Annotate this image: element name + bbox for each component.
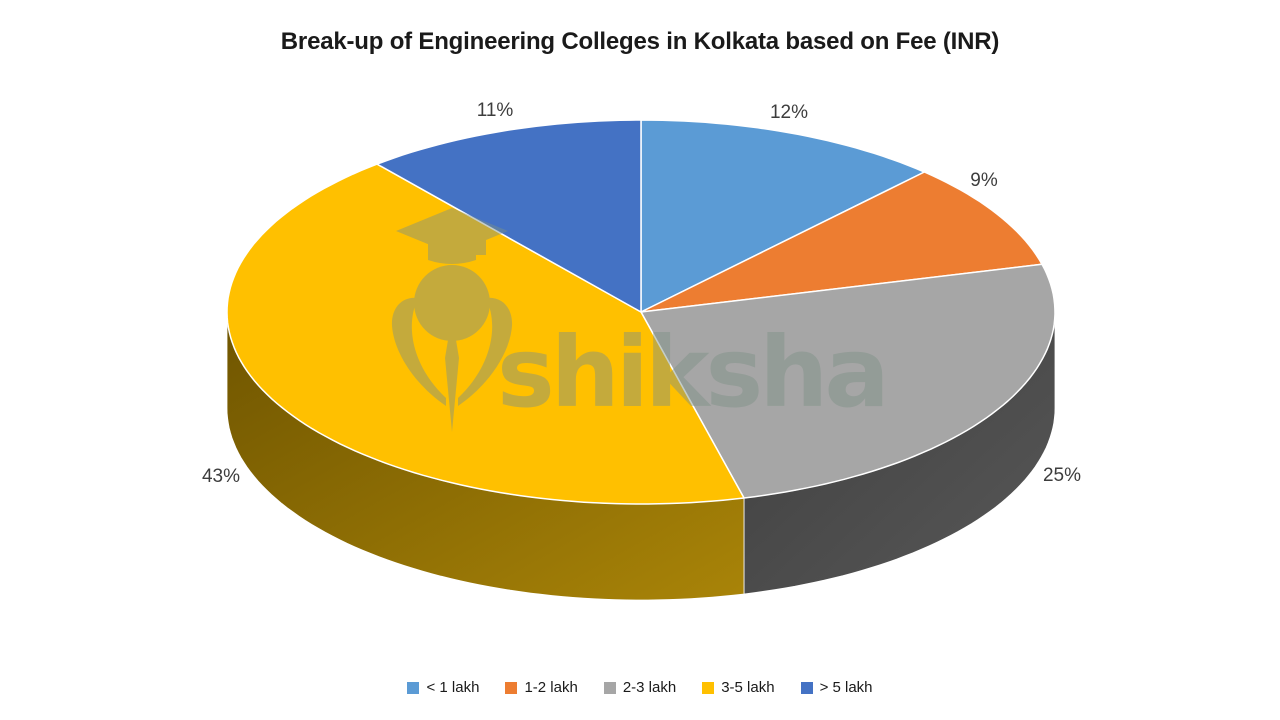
legend-marker-icon bbox=[505, 681, 518, 694]
legend-item-0: < 1 lakh bbox=[407, 679, 479, 696]
slice-label-0: 12% bbox=[769, 102, 809, 123]
pen-head-circle bbox=[414, 265, 490, 341]
pie-slice-1 bbox=[640, 171, 1043, 313]
graduation-cap-icon bbox=[396, 208, 508, 254]
pie-slice-3 bbox=[226, 163, 745, 505]
legend-label: 1-2 lakh bbox=[524, 679, 578, 696]
pie-slice-0 bbox=[640, 119, 926, 313]
pie-slice-4 bbox=[376, 119, 642, 313]
slice-label-2: 25% bbox=[1042, 465, 1082, 486]
shiksha-watermark: shiksha bbox=[391, 208, 890, 432]
legend-marker-icon bbox=[800, 681, 813, 694]
legend-marker-icon bbox=[603, 681, 616, 694]
watermark-brand-text: shiksha bbox=[497, 316, 886, 429]
pie-slices bbox=[226, 119, 1056, 601]
pen-nib-stem bbox=[445, 316, 459, 432]
chart-title: Break-up of Engineering Colleges in Kolk… bbox=[280, 28, 1000, 55]
graduation-cap-tassel bbox=[470, 238, 486, 255]
legend-marker-icon bbox=[702, 681, 715, 694]
slice-label-1: 9% bbox=[970, 170, 998, 191]
pie-slice-2 bbox=[640, 263, 1056, 499]
legend-label: 2-3 lakh bbox=[622, 679, 677, 696]
legend-item-3: 3-5 lakh bbox=[702, 679, 775, 696]
chart-legend: < 1 lakh 1-2 lakh 2-3 lakh 3-5 lakh > 5 lakh bbox=[0, 679, 1280, 696]
legend-label: < 1 lakh bbox=[426, 679, 480, 696]
legend-label: > 5 lakh bbox=[819, 679, 873, 696]
legend-item-4: > 5 lakh bbox=[800, 679, 873, 696]
graduation-cap-brim bbox=[428, 243, 476, 264]
legend-item-1: 1-2 lakh bbox=[505, 679, 578, 696]
legend-item-2: 2-3 lakh bbox=[603, 679, 677, 696]
shiksha-logo-icon bbox=[391, 208, 513, 432]
legend-marker-icon bbox=[407, 681, 420, 694]
pen-nib-left-wing bbox=[391, 297, 446, 406]
slice-label-3: 43% bbox=[201, 466, 241, 487]
legend-label: 3-5 lakh bbox=[721, 679, 775, 696]
slice-label-4: 11% bbox=[476, 100, 514, 121]
pen-nib-right-wing bbox=[458, 297, 513, 406]
